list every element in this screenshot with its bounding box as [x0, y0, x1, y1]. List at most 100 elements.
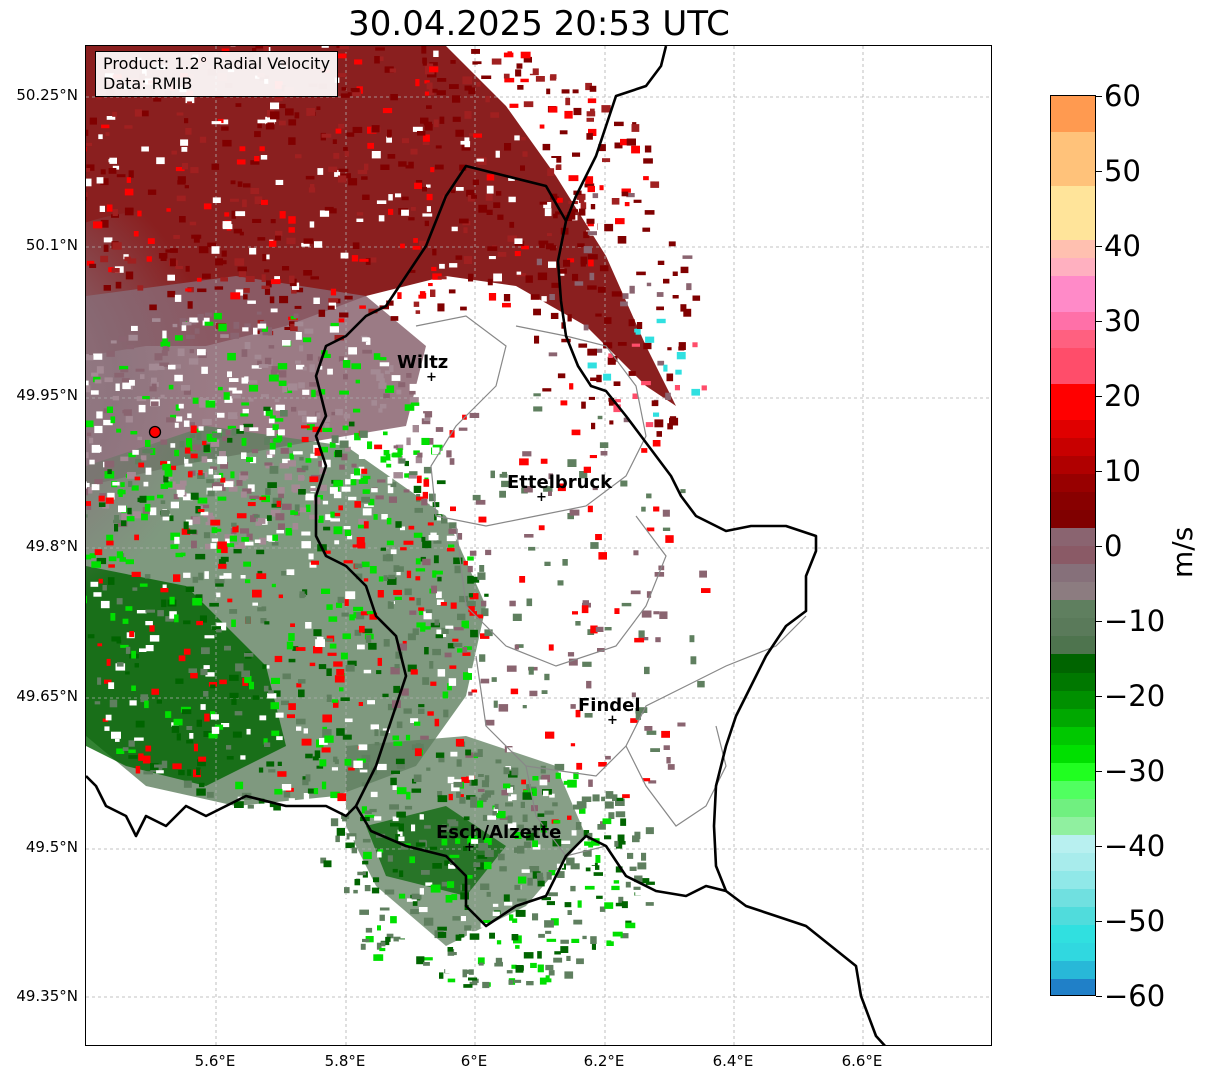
velocity-gate	[200, 504, 210, 509]
velocity-gate	[135, 458, 142, 465]
velocity-gate	[134, 663, 139, 668]
velocity-gate	[323, 860, 332, 868]
velocity-gate	[330, 907, 340, 914]
velocity-gate	[517, 898, 527, 902]
velocity-gate	[514, 884, 521, 890]
lon-label: 6°E	[460, 1052, 488, 1070]
velocity-gate	[418, 907, 428, 913]
velocity-gate	[334, 170, 341, 177]
velocity-gate	[271, 730, 280, 736]
velocity-gate	[242, 408, 249, 414]
velocity-gate	[597, 286, 606, 293]
velocity-gate	[312, 426, 322, 433]
velocity-gate	[344, 718, 353, 723]
velocity-gate	[396, 389, 402, 395]
velocity-gate	[131, 571, 141, 577]
velocity-gate	[435, 634, 443, 639]
velocity-gate	[99, 493, 106, 497]
velocity-gate	[222, 139, 232, 147]
velocity-gate	[220, 334, 229, 338]
velocity-gate	[224, 534, 235, 542]
velocity-gate	[432, 502, 440, 508]
velocity-gate	[227, 352, 236, 361]
velocity-gate	[136, 610, 147, 614]
velocity-gate	[566, 955, 571, 961]
colorbar-segment	[1051, 456, 1095, 475]
velocity-gate	[393, 445, 399, 449]
velocity-gate	[422, 213, 433, 217]
velocity-gate	[586, 218, 595, 224]
velocity-gate	[260, 155, 268, 160]
colorbar-tick-label: 50	[1104, 154, 1141, 188]
velocity-gate	[526, 981, 534, 986]
velocity-gate	[388, 194, 393, 201]
velocity-gate	[267, 693, 277, 699]
velocity-gate	[368, 642, 377, 650]
velocity-gate	[459, 164, 467, 171]
velocity-gate	[583, 466, 591, 473]
velocity-gate	[227, 437, 233, 443]
velocity-gate	[86, 192, 88, 197]
velocity-gate	[577, 243, 585, 247]
velocity-gate	[512, 918, 518, 923]
velocity-gate	[501, 480, 510, 488]
velocity-gate	[171, 725, 180, 733]
velocity-gate	[254, 156, 260, 162]
velocity-gate	[227, 598, 233, 603]
velocity-gate	[517, 845, 525, 854]
radar-map[interactable]: Product: 1.2° Radial Velocity Data: RMIB…	[85, 45, 992, 1046]
velocity-gate	[210, 711, 216, 717]
velocity-gate	[510, 688, 519, 695]
velocity-gate	[613, 880, 620, 884]
velocity-gate	[388, 208, 394, 215]
velocity-gate	[422, 540, 432, 549]
velocity-gate	[641, 852, 647, 861]
radar-site-marker[interactable]	[148, 425, 162, 439]
velocity-gate	[241, 670, 250, 678]
velocity-gate	[425, 609, 433, 614]
velocity-gate	[497, 214, 504, 220]
velocity-gate	[190, 453, 198, 459]
velocity-gate	[221, 126, 229, 131]
velocity-gate	[313, 297, 320, 304]
velocity-gate	[219, 484, 226, 492]
velocity-gate	[547, 233, 552, 237]
velocity-gate	[266, 535, 276, 541]
velocity-gate	[495, 759, 502, 764]
velocity-gate	[285, 528, 292, 536]
velocity-gate	[548, 106, 558, 113]
velocity-gate	[427, 522, 434, 526]
colorbar-tick-mark	[1096, 996, 1102, 997]
velocity-gate	[138, 404, 146, 413]
velocity-gate	[519, 306, 528, 312]
velocity-gate	[257, 570, 263, 574]
velocity-gate	[175, 335, 183, 341]
velocity-gate	[266, 428, 275, 436]
velocity-gate	[116, 551, 123, 559]
velocity-gate	[97, 643, 103, 647]
velocity-gate	[621, 191, 629, 197]
velocity-gate	[463, 256, 473, 264]
velocity-gate	[330, 288, 337, 296]
velocity-gate	[257, 122, 262, 129]
velocity-gate	[495, 150, 500, 158]
velocity-gate	[323, 550, 331, 554]
velocity-gate	[362, 337, 370, 342]
velocity-gate	[595, 626, 604, 632]
velocity-gate	[116, 748, 125, 754]
velocity-gate	[250, 160, 260, 165]
velocity-gate	[409, 610, 417, 615]
velocity-gate	[207, 458, 213, 463]
velocity-gate	[306, 108, 316, 116]
velocity-gate	[223, 481, 234, 488]
velocity-gate	[206, 479, 214, 484]
velocity-gate	[546, 938, 557, 942]
velocity-gate	[156, 770, 164, 774]
city-label-findel: Findel	[578, 695, 641, 716]
velocity-gate	[393, 685, 401, 693]
velocity-gate	[106, 540, 114, 546]
lat-label: 50.1°N	[25, 236, 78, 254]
velocity-gate	[451, 783, 460, 792]
velocity-gate	[264, 437, 271, 445]
velocity-gate	[319, 759, 327, 767]
